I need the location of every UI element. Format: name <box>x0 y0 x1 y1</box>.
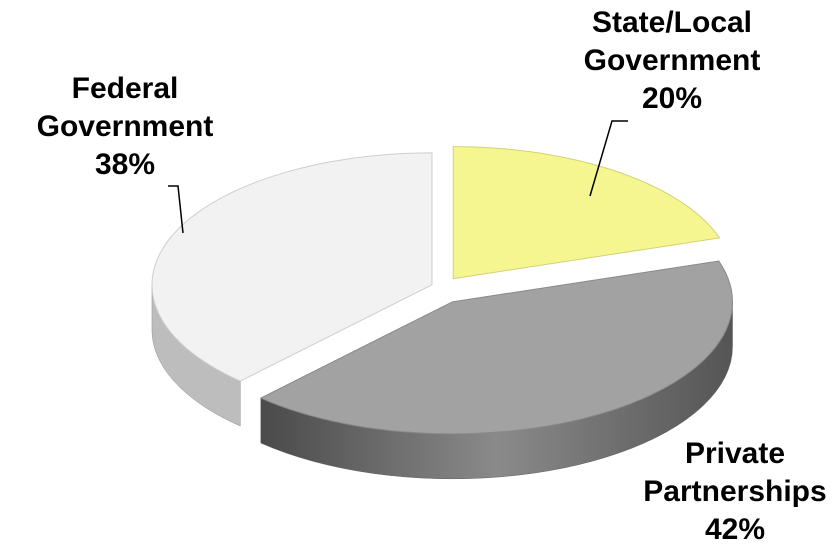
slice-value-label: 42% <box>704 513 766 546</box>
leader-line <box>589 120 628 197</box>
slice <box>259 260 733 435</box>
slice-value-label: 20% <box>641 82 703 115</box>
slice-label: Private Partnerships <box>643 437 827 508</box>
slice <box>151 152 433 382</box>
slice-label: State/Local Government <box>583 6 761 77</box>
slice-value-label: 38% <box>94 148 156 181</box>
leader-line <box>168 185 184 234</box>
slice <box>452 146 721 280</box>
slice-label: Federal Government <box>36 72 214 143</box>
